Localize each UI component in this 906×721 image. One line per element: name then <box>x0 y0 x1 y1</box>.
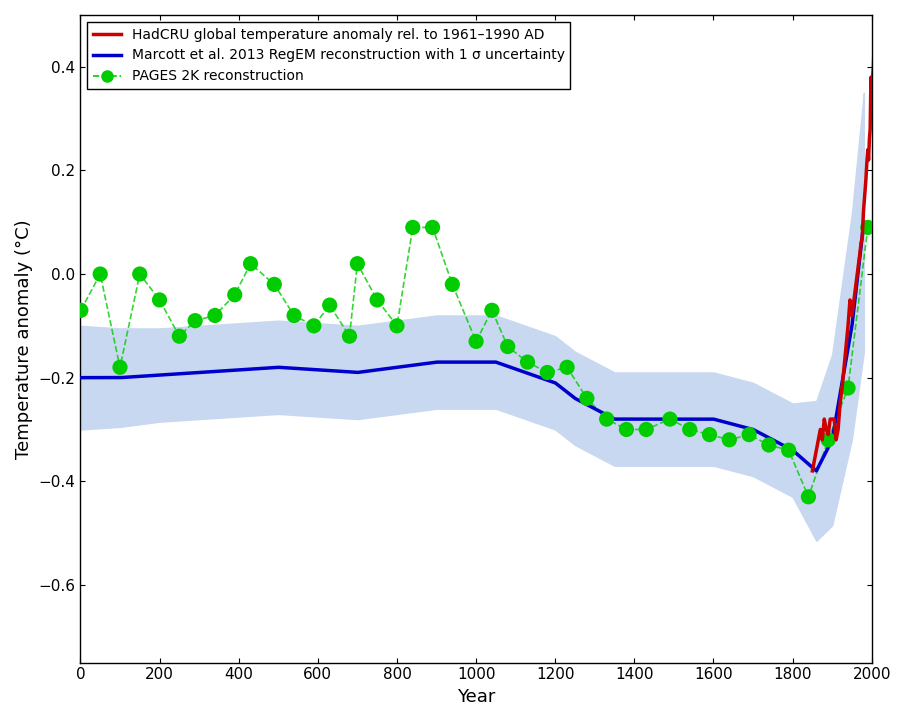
Point <box>600 413 614 425</box>
Point <box>323 299 337 311</box>
Point <box>762 439 776 451</box>
Point <box>520 356 535 368</box>
Point <box>350 258 364 270</box>
Point <box>306 320 321 332</box>
Point <box>93 268 108 280</box>
Point <box>132 268 147 280</box>
Point <box>560 361 574 373</box>
Point <box>841 382 855 394</box>
Point <box>73 304 88 316</box>
Point <box>702 429 717 441</box>
Point <box>425 221 439 233</box>
Legend: HadCRU global temperature anomaly rel. to 1961–1990 AD, Marcott et al. 2013 RegE: HadCRU global temperature anomaly rel. t… <box>87 22 571 89</box>
Point <box>406 221 420 233</box>
Point <box>152 294 167 306</box>
Point <box>188 315 202 327</box>
Point <box>540 367 554 379</box>
Point <box>244 258 258 270</box>
Point <box>682 424 697 435</box>
Y-axis label: Temperature anomaly (°C): Temperature anomaly (°C) <box>15 219 33 459</box>
Point <box>172 330 187 342</box>
Point <box>639 424 653 435</box>
Point <box>445 278 459 290</box>
Point <box>112 361 127 373</box>
Point <box>370 294 384 306</box>
Point <box>742 429 757 441</box>
Point <box>227 289 242 301</box>
Point <box>801 491 815 503</box>
Point <box>267 278 282 290</box>
X-axis label: Year: Year <box>457 688 496 706</box>
Point <box>485 304 499 316</box>
Point <box>287 310 302 322</box>
Point <box>662 413 677 425</box>
Point <box>342 330 357 342</box>
Point <box>619 424 633 435</box>
Point <box>500 341 515 353</box>
Point <box>468 335 483 347</box>
Point <box>722 434 737 446</box>
Point <box>207 310 222 322</box>
Point <box>580 393 594 404</box>
Point <box>781 444 795 456</box>
Point <box>390 320 404 332</box>
Point <box>861 221 875 233</box>
Point <box>821 434 835 446</box>
